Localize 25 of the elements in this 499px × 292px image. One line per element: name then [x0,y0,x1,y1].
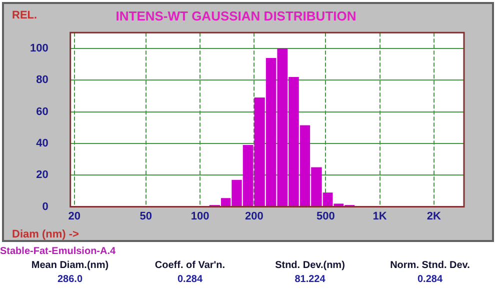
y-tick-label: 100 [30,42,48,54]
text: 81.224 [294,274,326,287]
x-tick-label: 200 [244,210,264,222]
x-tick-label: 100 [190,210,210,222]
x-axis-title: Diam (nm) -> [12,228,79,240]
y-tick-label: 80 [36,74,48,86]
chart-title: INTENS-WT GAUSSIAN DISTRIBUTION [116,8,356,24]
x-tick-label: 50 [140,210,152,222]
y-axis-title: REL. [12,10,38,22]
x-tick-label: 1K [372,210,387,222]
text: Mean Diam.(nm) [30,260,110,273]
text: 0.284 [416,274,444,287]
text: Stable-Fat-Emulsion-A.4 [0,246,116,257]
y-tick-label: 40 [36,137,48,150]
text: 286.0 [56,274,84,287]
y-tick-label: 60 [36,106,48,118]
y-tick-label: 0 [42,200,48,213]
text: Coeff. of Var'n. [154,260,226,273]
text: Norm. Stnd. Dev. [389,260,471,273]
x-tick-label: 2K [426,210,442,222]
text: Stnd. Dev.(nm) [274,260,346,273]
x-tick-label: 500 [316,210,335,222]
text: 0.284 [176,274,204,287]
y-tick-label: 20 [36,169,48,182]
x-tick-label: 20 [68,210,80,222]
